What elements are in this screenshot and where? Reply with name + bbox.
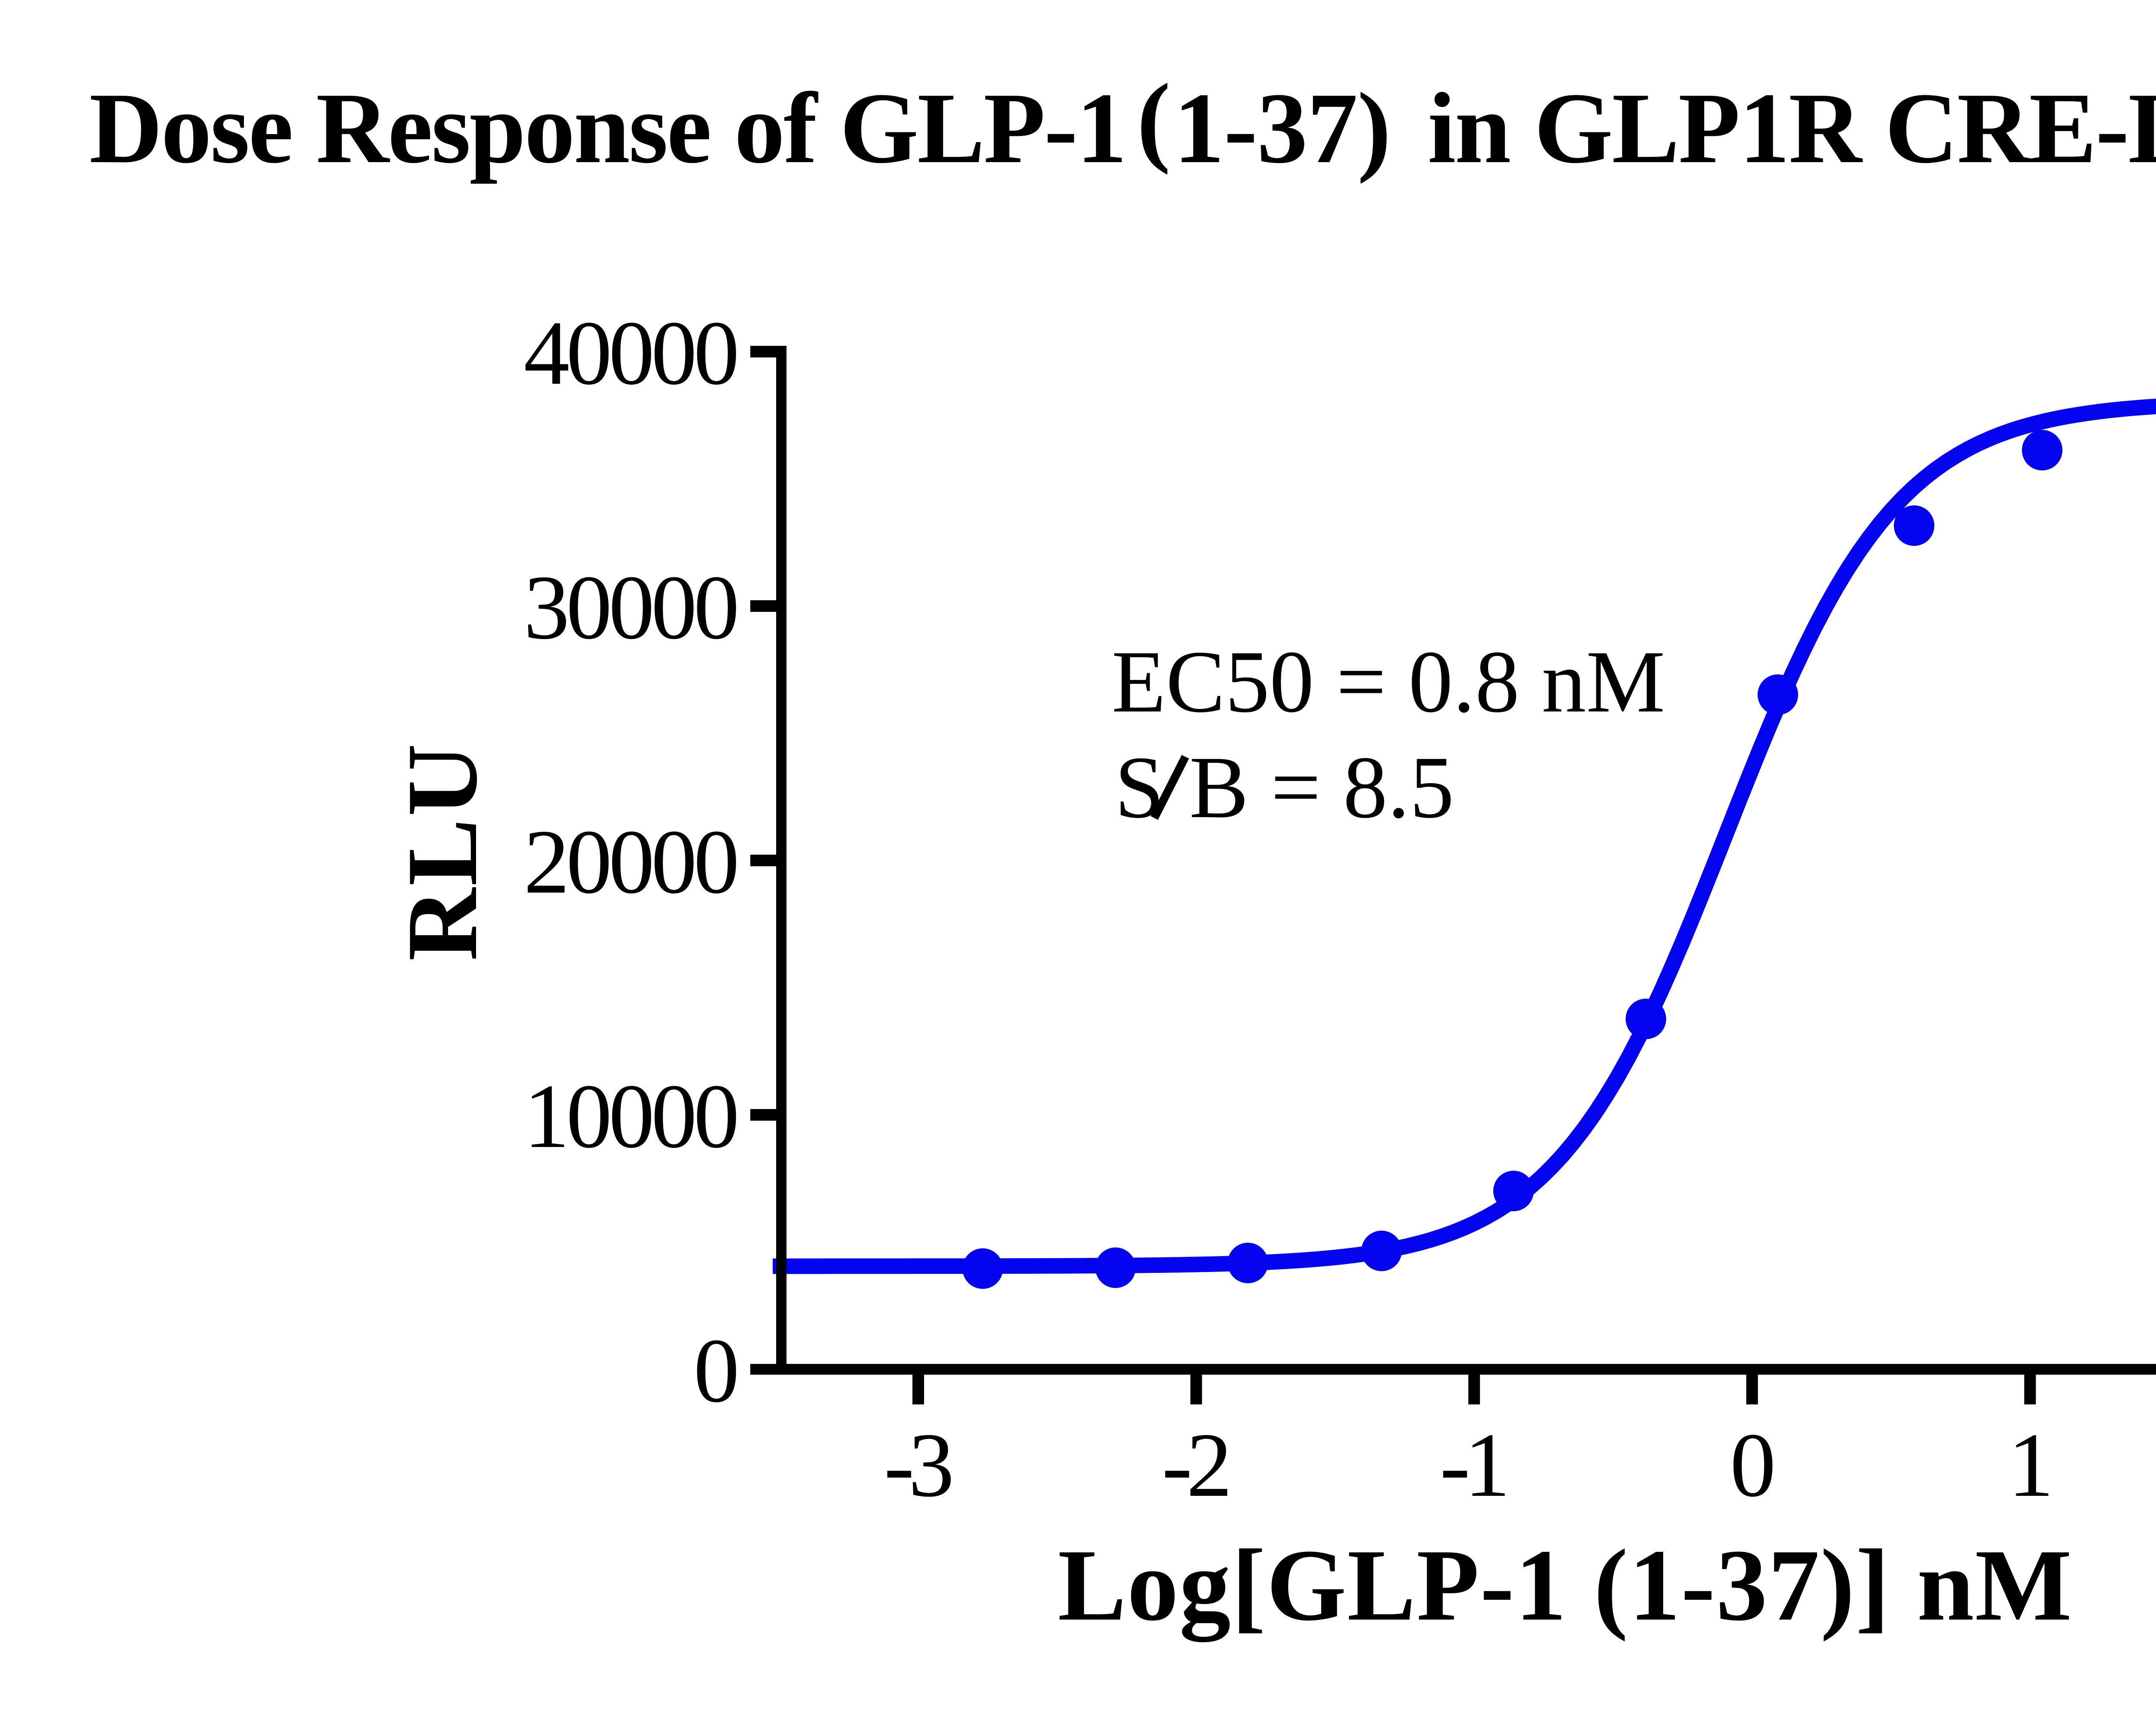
svg-text:Dose Response of GLP-1(1-37) i: Dose Response of GLP-1 (1-37) in GLP1R CR… [89,63,2156,184]
svg-text:-3: -3 [884,1414,951,1516]
svg-text:0: 0 [694,1320,736,1422]
svg-text:0: 0 [1730,1414,1773,1516]
svg-text:10000: 10000 [524,1065,736,1167]
svg-text:-2: -2 [1162,1414,1227,1516]
svg-text:-1: -1 [1440,1414,1505,1516]
svg-text:40000: 40000 [524,302,736,404]
svg-text:EC50 = 0.8 nM: EC50 = 0.8 nM [1112,632,1665,731]
svg-text:30000: 30000 [524,557,736,658]
svg-text:20000: 20000 [524,811,736,913]
svg-text:Log[GLP-1 (1-37)] nM: Log[GLP-1 (1-37)] nM [1058,1529,2073,1642]
svg-text:1: 1 [2008,1414,2049,1516]
svg-text:RLU: RLU [386,741,498,961]
